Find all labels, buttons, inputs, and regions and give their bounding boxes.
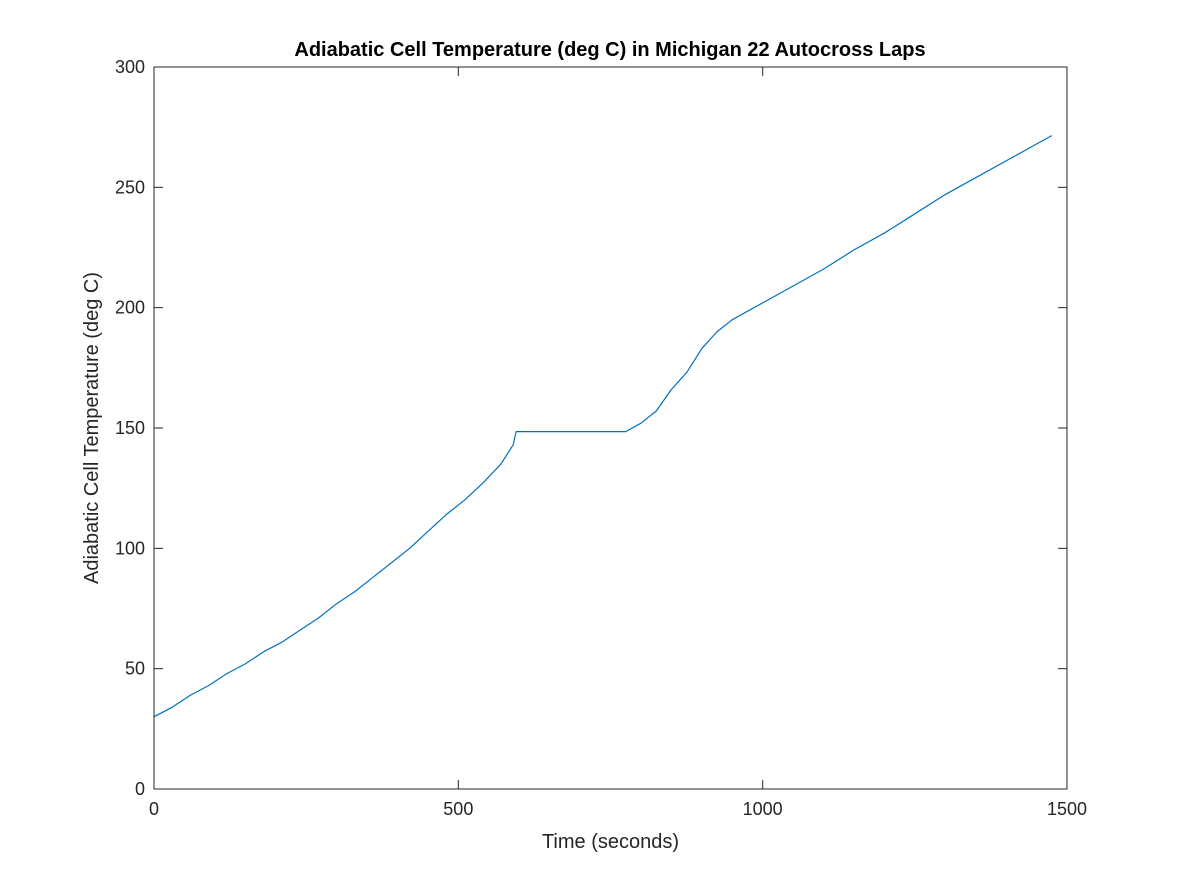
x-tick-label-1: 500 xyxy=(443,799,473,819)
chart-title: Adiabatic Cell Temperature (deg C) in Mi… xyxy=(294,39,925,61)
axis-tick-labels: 0 500 1000 1500 0 50 100 150 200 250 300 xyxy=(115,57,1087,819)
y-tick-label-2: 100 xyxy=(115,538,145,558)
y-axis-label: Adiabatic Cell Temperature (deg C) xyxy=(81,272,103,584)
y-tick-label-4: 200 xyxy=(115,298,145,318)
x-tick-label-3: 1500 xyxy=(1047,799,1087,819)
x-tick-label-2: 1000 xyxy=(743,799,783,819)
y-tick-label-5: 250 xyxy=(115,177,145,197)
y-tick-label-0: 0 xyxy=(135,779,145,799)
series-line xyxy=(153,135,1053,718)
y-tick-label-3: 150 xyxy=(115,418,145,438)
y-tick-label-6: 300 xyxy=(115,57,145,77)
plot-frame xyxy=(153,66,1068,790)
x-axis-label: Time (seconds) xyxy=(542,831,679,853)
plot-area xyxy=(154,67,1067,789)
y-tick-label-1: 50 xyxy=(125,659,145,679)
x-tick-label-0: 0 xyxy=(149,799,159,819)
